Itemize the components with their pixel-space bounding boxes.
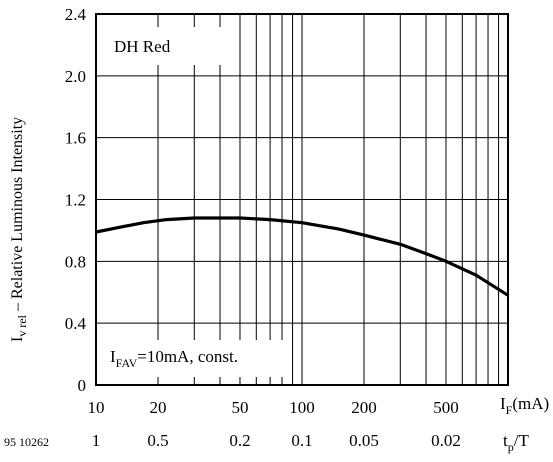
y-tick-label: 1.2 [65,191,86,210]
x2-tick-label: 0.02 [431,431,461,450]
legend-label: DH Red [114,37,171,56]
x2-tick-label: 0.05 [349,431,379,450]
x-tick-label: 20 [150,398,167,417]
legend-box-bg [102,27,235,65]
x2-axis-label: tp/T [503,431,529,454]
x-tick-labels: 10 20 50 100 200 500 [88,398,459,417]
x-tick-label: 10 [88,398,105,417]
x2-tick-label: 0.2 [229,431,250,450]
figure-number: 95 10262 [4,435,49,449]
plot-frame [95,13,509,386]
annotation-text: IFAV=10mA, const. [110,347,238,370]
x-axis-label-main: I [500,394,506,413]
x-axis-label: IF(mA) [500,394,549,417]
x-tick-label: 200 [351,398,377,417]
x-tick-label: 500 [433,398,459,417]
annotation-rest: =10mA, const. [137,347,238,366]
x2-axis-label-sub: p [508,440,514,454]
x-axis-label-rest: (mA) [512,394,549,413]
grid-lines [95,13,508,386]
y-tick-label: 0.8 [65,252,86,271]
x2-tick-label: 0.1 [291,431,312,450]
x-axis-label-sub: F [506,403,513,417]
annotation-main: I [110,347,116,366]
x-tick-label: 50 [231,398,248,417]
x-tick-label: 100 [289,398,315,417]
y-axis-label-rest: – Relative Luminous Intensity [9,117,26,315]
y-axis-label-sub: v rel [15,314,29,336]
y-tick-label: 0.4 [65,314,87,333]
annotation-box-bg [102,340,292,377]
y-axis-label-main: I [9,337,26,342]
intensity-curve [95,216,509,297]
y-tick-label: 2.4 [65,5,87,24]
y-tick-label: 0 [78,376,87,395]
x2-tick-label: 0.5 [147,431,168,450]
x2-tick-labels: 1 0.5 0.2 0.1 0.05 0.02 [92,431,461,450]
x2-axis-label-main: t [503,431,508,450]
x2-tick-label: 1 [92,431,101,450]
y-tick-label: 2.0 [65,67,86,86]
annotation-sub: FAV [116,356,138,370]
y-axis-label: Iv rel – Relative Luminous Intensity [9,117,29,342]
y-tick-labels: 0 0.4 0.8 1.2 1.6 2.0 2.4 [65,5,87,395]
y-tick-label: 1.6 [65,129,86,148]
x2-axis-label-rest: /T [514,431,530,450]
